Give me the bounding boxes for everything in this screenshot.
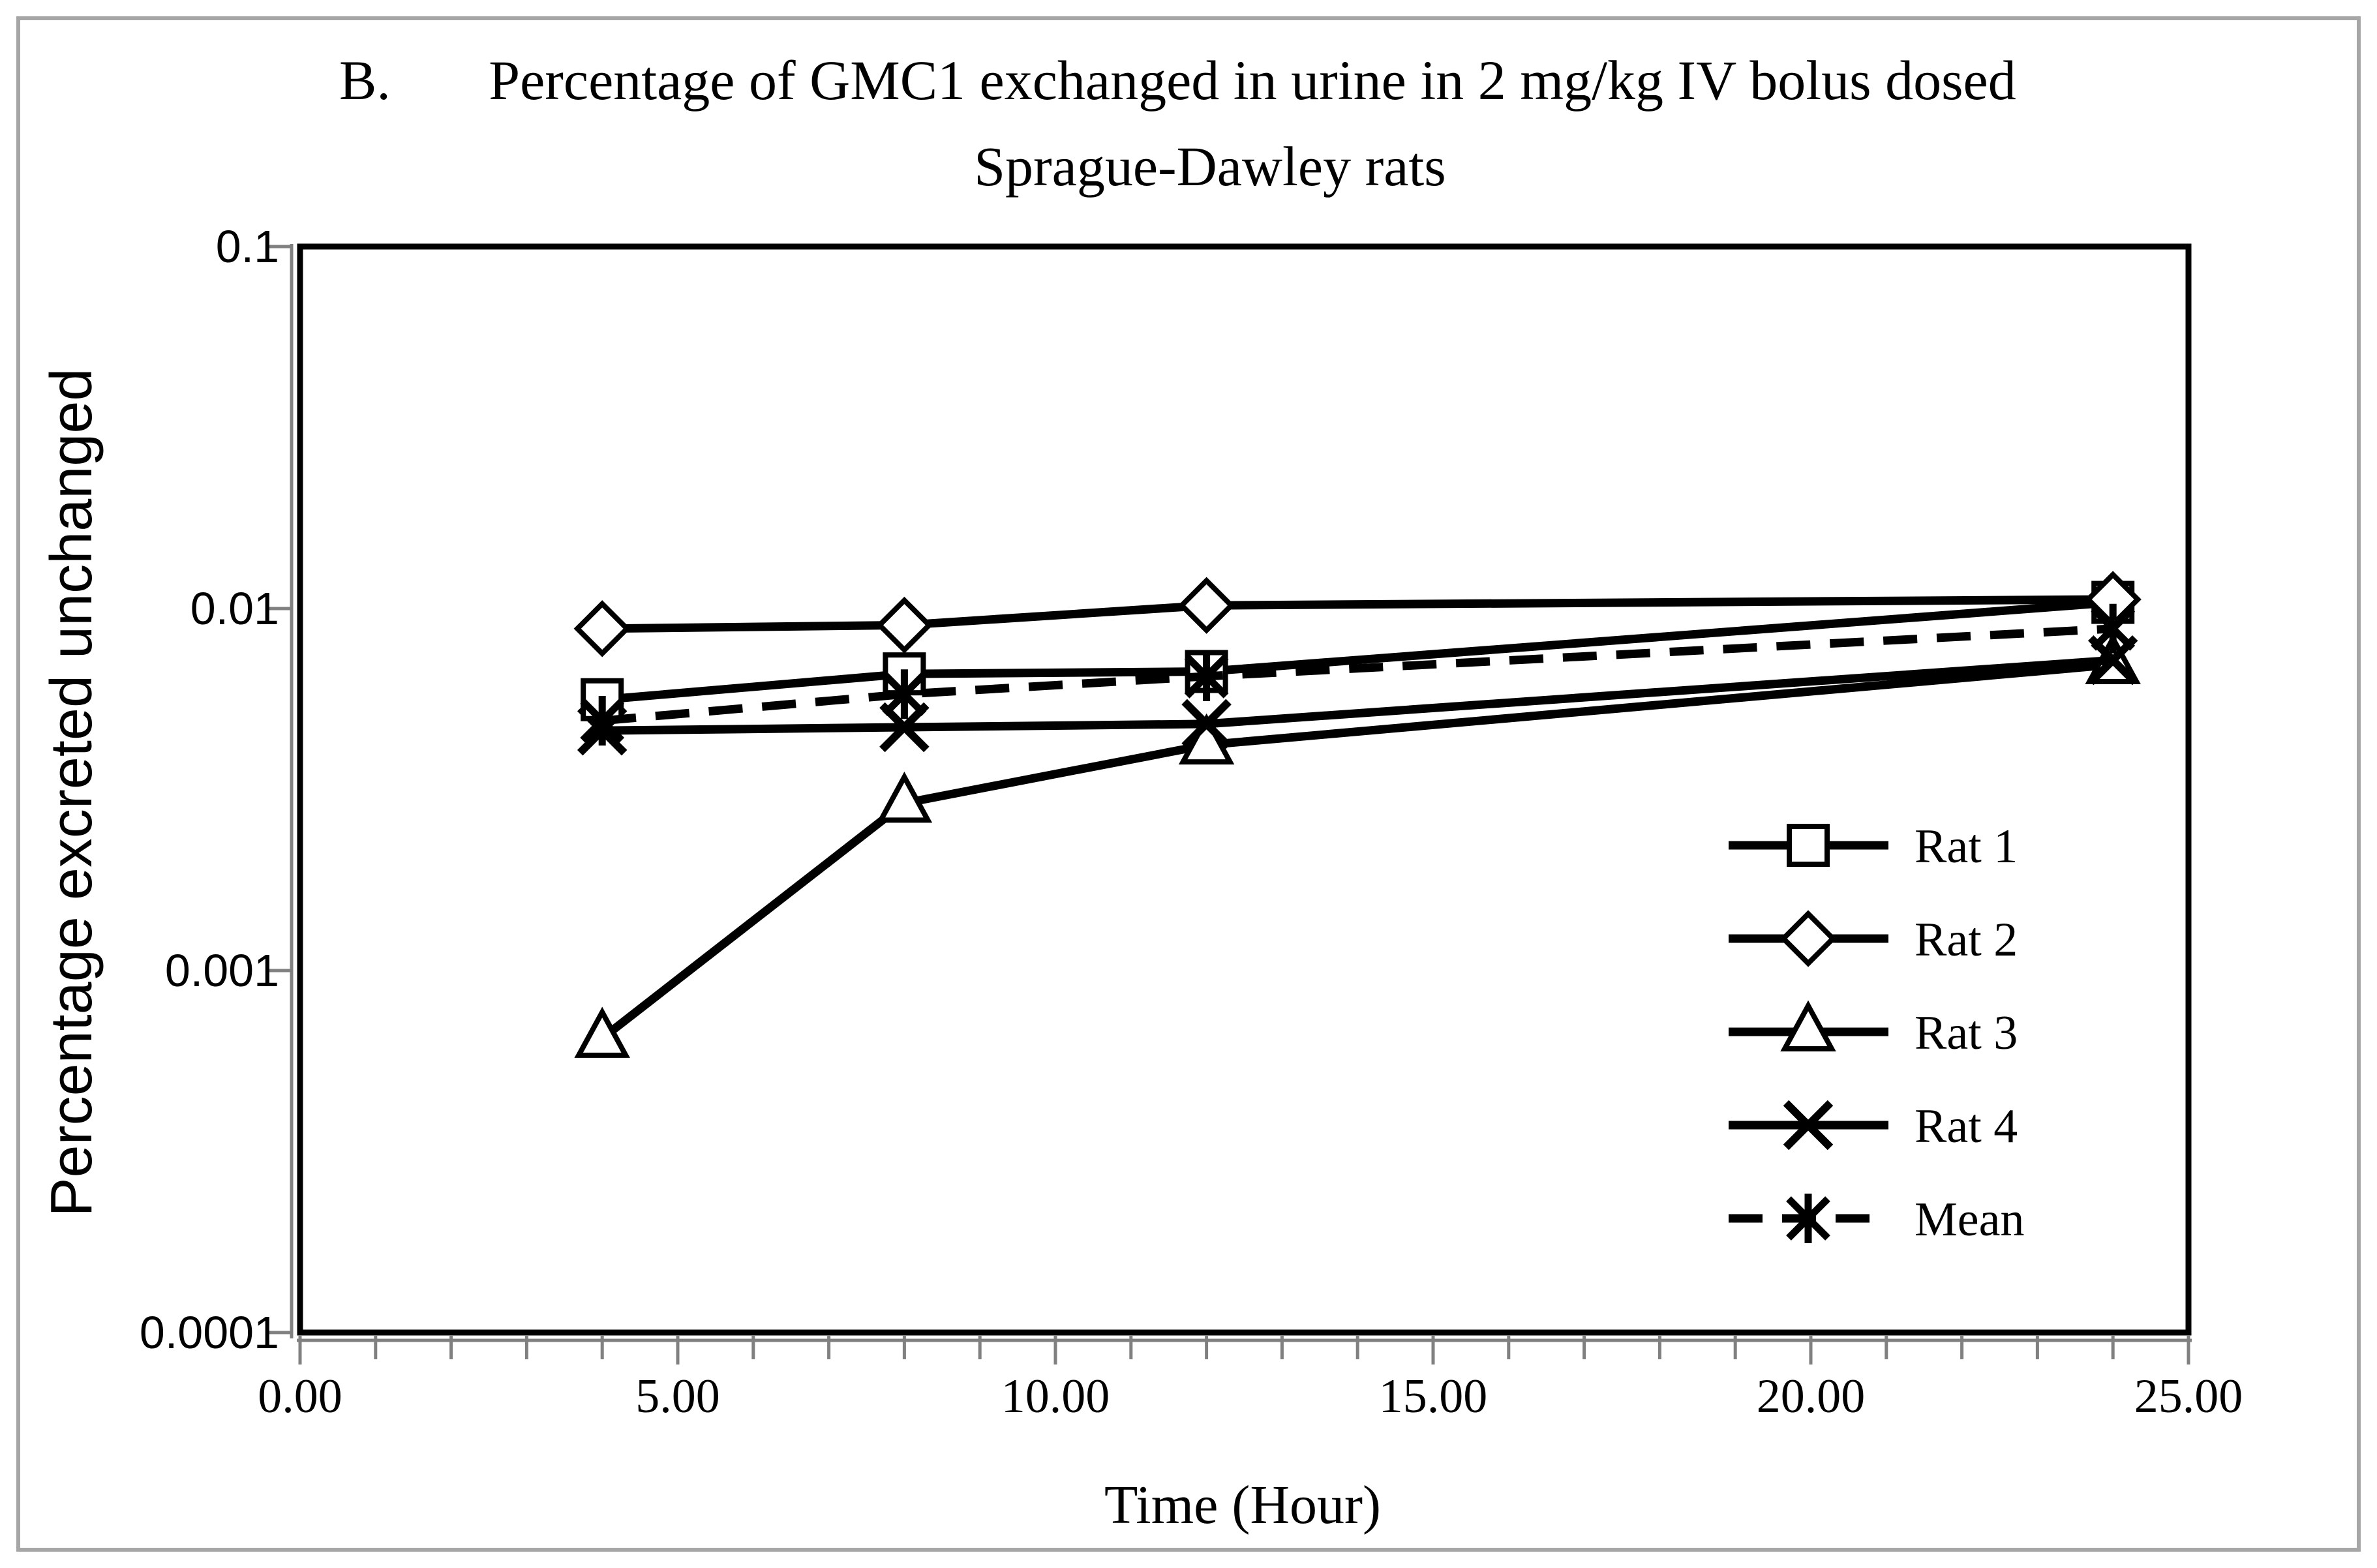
asterisk-marker xyxy=(580,695,625,746)
x-tick-label: 10.00 xyxy=(1001,1370,1110,1423)
plot-area-border xyxy=(297,243,2192,1336)
x-tick-label: 25.00 xyxy=(2134,1370,2243,1423)
chart-title-line2: Sprague-Dawley rats xyxy=(974,135,1446,198)
triangle-marker xyxy=(1780,1000,1836,1051)
diamond-marker xyxy=(875,596,933,654)
x-tick-label: 5.00 xyxy=(635,1370,720,1423)
asterisk-marker xyxy=(882,669,927,719)
legend-item-rat-4: Rat 4 xyxy=(1729,1100,2018,1153)
legend-label: Rat 2 xyxy=(1915,913,2018,967)
diamond-marker xyxy=(1779,910,1837,967)
legend-label: Rat 4 xyxy=(1915,1100,2018,1153)
diamond-marker xyxy=(1177,577,1235,634)
x-tick-label: 20.00 xyxy=(1757,1370,1866,1423)
x-tick-label: 0.00 xyxy=(258,1370,342,1423)
figure-border xyxy=(16,16,2361,1552)
series-line-rat-3 xyxy=(599,660,2113,1042)
legend-label: Mean xyxy=(1915,1193,2025,1246)
asterisk-marker xyxy=(1184,651,1229,701)
series-line-rat-2 xyxy=(602,595,2113,633)
y-axis-title: Percentage excreted unchanged xyxy=(39,369,104,1217)
legend-item-rat-2: Rat 2 xyxy=(1729,910,2018,967)
x-marker xyxy=(1181,699,1232,749)
diamond-marker xyxy=(573,600,631,657)
triangle-marker xyxy=(574,1006,630,1058)
chart-title-line1: Percentage of GMC1 exchanged in urine in… xyxy=(489,49,2016,112)
series-line-rat-4 xyxy=(602,656,2113,735)
chart-title-prefix: B. xyxy=(339,49,391,112)
legend-item-rat-1: Rat 1 xyxy=(1729,820,2018,873)
legend-item-mean: Mean xyxy=(1729,1193,2025,1246)
y-tick-label: 0.01 xyxy=(190,583,279,634)
y-tick-label: 0.0001 xyxy=(140,1307,279,1358)
square-marker xyxy=(1787,824,1830,867)
x-marker xyxy=(1783,1100,1834,1151)
series-line-mean xyxy=(601,624,2113,725)
x-axis-title: Time (Hour) xyxy=(1104,1475,1381,1535)
legend-label: Rat 3 xyxy=(1915,1006,2018,1060)
y-tick-label: 0.1 xyxy=(216,221,279,272)
plot-content: Rat 1 Rat 2 Rat 3 Rat 4 Mean xyxy=(267,245,2190,1364)
legend-item-rat-3: Rat 3 xyxy=(1729,1000,2018,1060)
x-tick-label: 15.00 xyxy=(1379,1370,1488,1423)
asterisk-marker xyxy=(2091,603,2136,654)
series-line-rat-1 xyxy=(601,598,2113,704)
y-tick-label: 0.001 xyxy=(165,945,279,996)
triangle-marker xyxy=(876,772,933,823)
asterisk-marker xyxy=(1786,1194,1830,1243)
legend-label: Rat 1 xyxy=(1915,820,2018,873)
legend: Rat 1 Rat 2 Rat 3 Rat 4 Mean xyxy=(1729,820,2025,1246)
